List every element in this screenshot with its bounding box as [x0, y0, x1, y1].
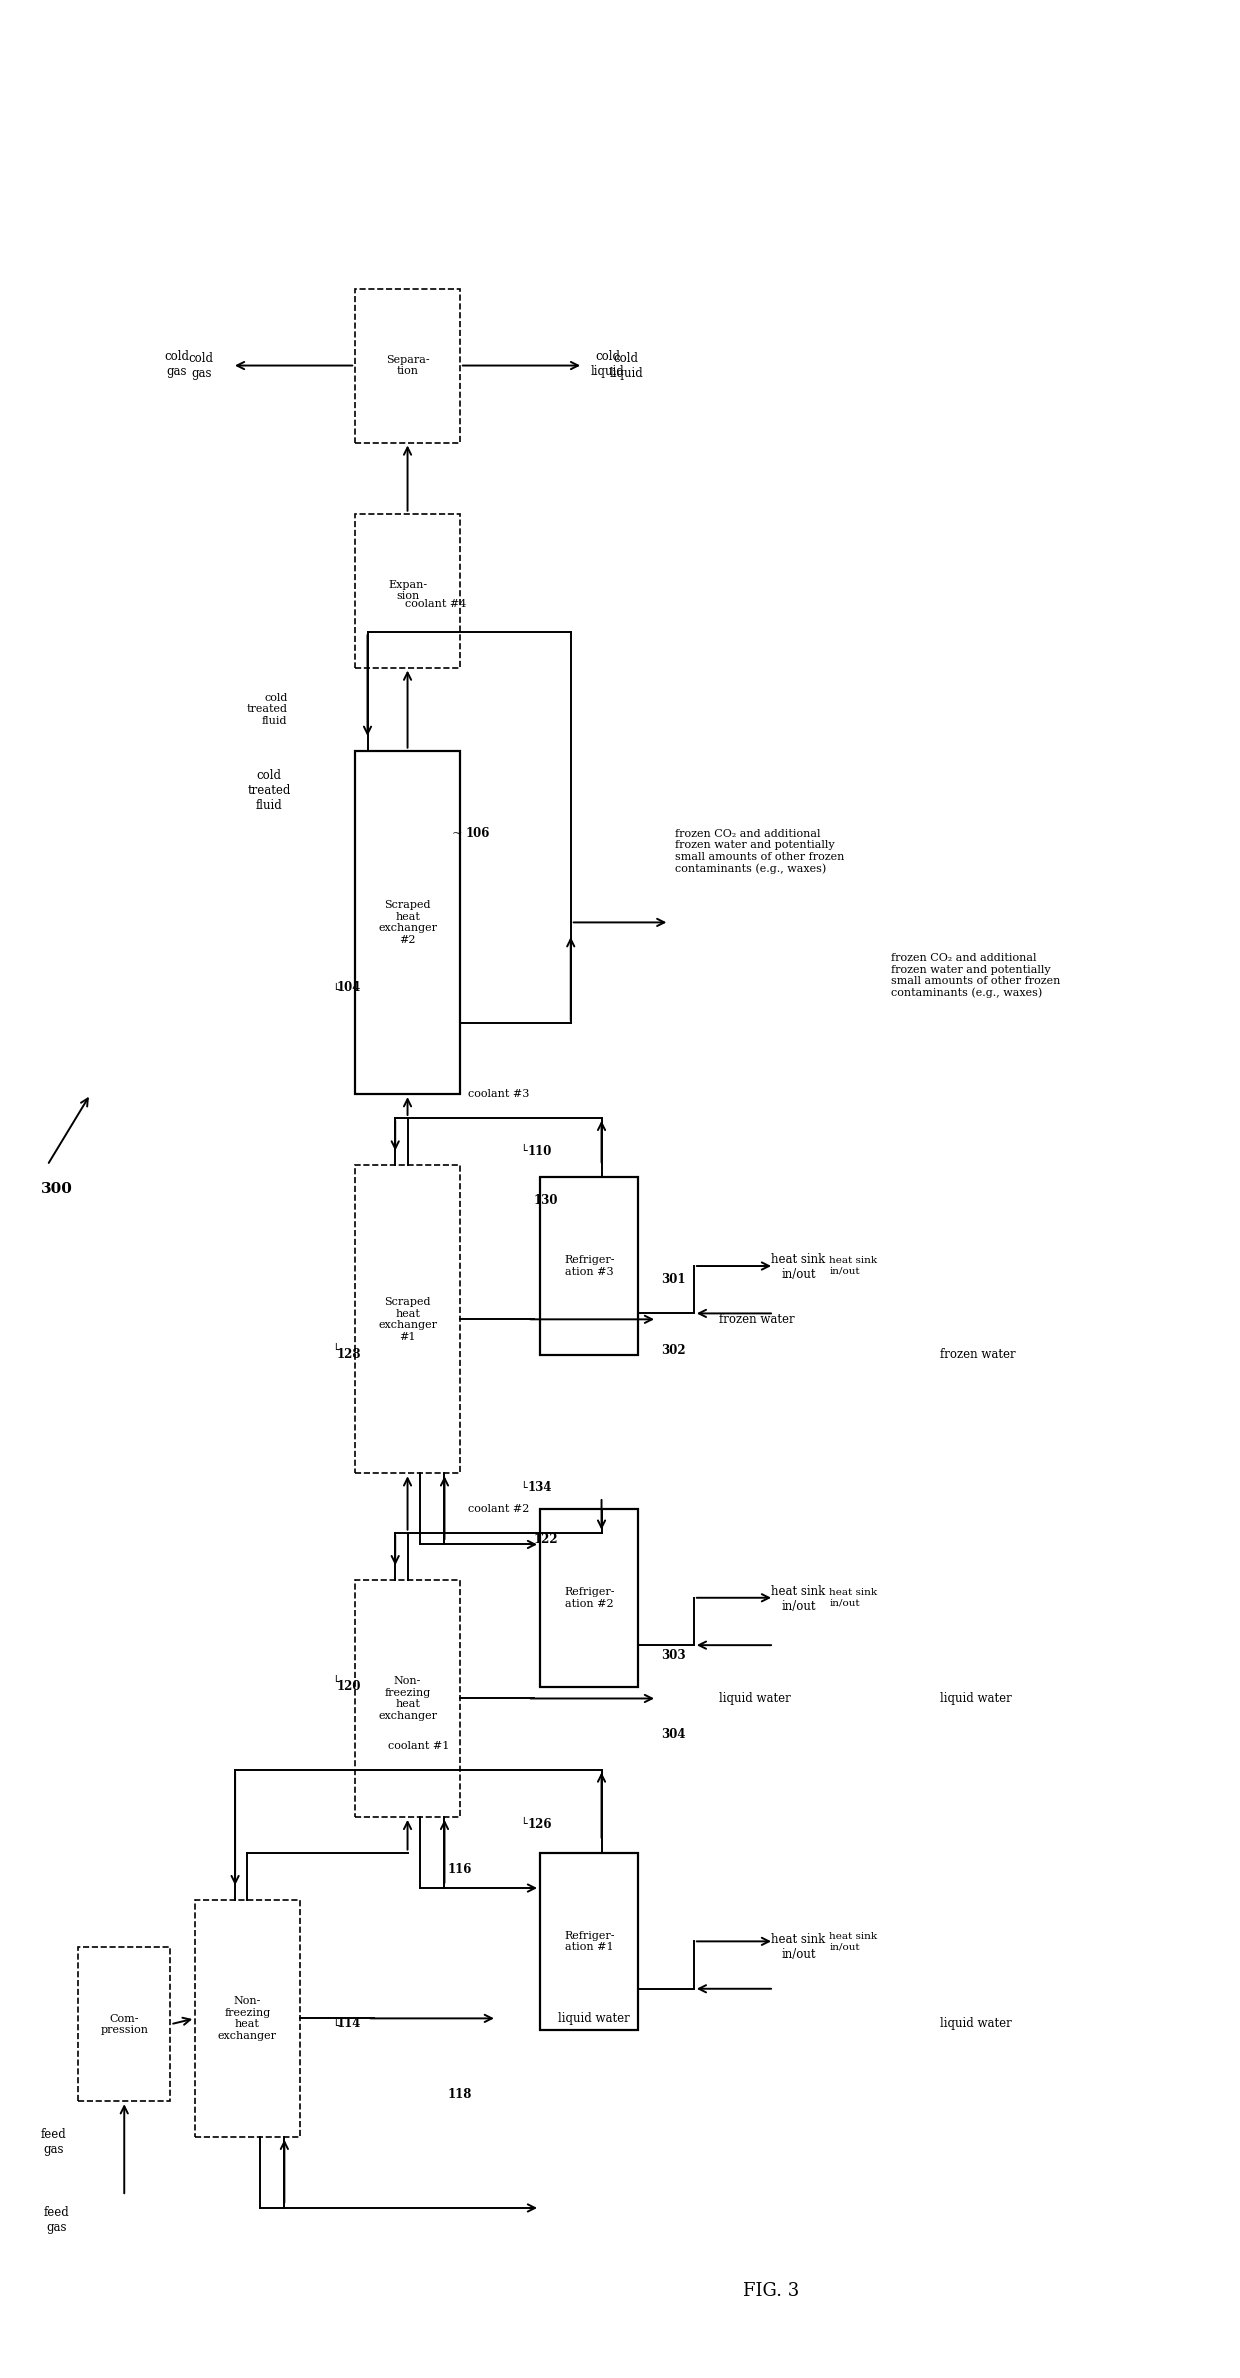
Text: cold
gas: cold gas	[164, 350, 188, 378]
Text: Refriger-
ation #1: Refriger- ation #1	[564, 1931, 615, 1952]
Text: liquid water: liquid water	[558, 2012, 630, 2026]
Bar	[355, 514, 460, 668]
Text: Non-
freezing
heat
exchanger: Non- freezing heat exchanger	[218, 1995, 277, 2040]
Bar	[355, 1579, 460, 1817]
Text: 116: 116	[448, 1862, 472, 1876]
Text: heat sink
in/out: heat sink in/out	[830, 1589, 878, 1608]
Bar	[355, 288, 460, 442]
Text: frozen water: frozen water	[940, 1348, 1016, 1360]
Text: Scraped
heat
exchanger
#2: Scraped heat exchanger #2	[378, 899, 436, 944]
Text: heat sink
in/out: heat sink in/out	[771, 1253, 826, 1282]
Text: └: └	[332, 1676, 343, 1686]
Text: cold
gas: cold gas	[188, 352, 213, 380]
Text: 301: 301	[661, 1272, 686, 1286]
Text: └: └	[332, 2021, 343, 2031]
Text: frozen water: frozen water	[718, 1313, 794, 1327]
Text: └: └	[521, 1481, 531, 1493]
Text: FIG. 3: FIG. 3	[743, 2283, 800, 2300]
Text: 126: 126	[528, 1817, 552, 1831]
Text: 302: 302	[661, 1344, 686, 1355]
Text: 104: 104	[337, 982, 361, 994]
Text: 110: 110	[528, 1144, 552, 1158]
Text: heat sink
in/out: heat sink in/out	[771, 1586, 826, 1612]
Text: heat sink
in/out: heat sink in/out	[830, 1256, 878, 1275]
Text: coolant #3: coolant #3	[467, 1089, 529, 1099]
Text: └: └	[521, 1819, 531, 1829]
Text: Separa-
tion: Separa- tion	[386, 354, 429, 376]
Bar	[539, 1510, 639, 1686]
Text: heat sink
in/out: heat sink in/out	[830, 1931, 878, 1950]
Text: 303: 303	[661, 1650, 686, 1662]
Text: 134: 134	[528, 1481, 552, 1493]
Text: Non-
freezing
heat
exchanger: Non- freezing heat exchanger	[378, 1676, 436, 1722]
Text: 130: 130	[533, 1194, 558, 1208]
Text: cold
liquid: cold liquid	[609, 352, 644, 380]
Text: cold
treated
fluid: cold treated fluid	[247, 770, 290, 813]
Text: 106: 106	[466, 828, 490, 839]
Text: frozen CO₂ and additional
frozen water and potentially
small amounts of other fr: frozen CO₂ and additional frozen water a…	[676, 828, 844, 875]
Text: Scraped
heat
exchanger
#1: Scraped heat exchanger #1	[378, 1296, 436, 1341]
Text: ~: ~	[451, 828, 463, 839]
Bar	[195, 1900, 300, 2138]
Text: feed
gas: feed gas	[41, 2128, 66, 2154]
Bar	[355, 1165, 460, 1474]
Text: liquid water: liquid water	[718, 1693, 790, 1705]
Text: frozen CO₂ and additional
frozen water and potentially
small amounts of other fr: frozen CO₂ and additional frozen water a…	[892, 954, 1060, 999]
Text: 120: 120	[337, 1681, 361, 1693]
Bar	[539, 1177, 639, 1355]
Text: └: └	[521, 1146, 531, 1156]
Text: Com-
pression: Com- pression	[100, 2014, 149, 2036]
Text: 304: 304	[661, 1726, 686, 1741]
Text: Refriger-
ation #2: Refriger- ation #2	[564, 1586, 615, 1608]
Text: coolant #1: coolant #1	[388, 1741, 449, 1750]
Text: coolant #4: coolant #4	[404, 599, 466, 609]
Text: 300: 300	[41, 1182, 73, 1196]
Text: └: └	[332, 984, 343, 994]
Text: cold
treated
fluid: cold treated fluid	[247, 692, 288, 725]
Bar	[78, 1948, 170, 2102]
Bar	[355, 751, 460, 1094]
Text: liquid water: liquid water	[940, 1693, 1012, 1705]
Text: feed
gas: feed gas	[43, 2207, 69, 2233]
Bar	[539, 1852, 639, 2031]
Text: 118: 118	[448, 2088, 472, 2100]
Text: liquid water: liquid water	[940, 2017, 1012, 2028]
Text: coolant #2: coolant #2	[467, 1503, 529, 1515]
Text: Expan-
sion: Expan- sion	[388, 580, 427, 602]
Text: Refriger-
ation #3: Refriger- ation #3	[564, 1256, 615, 1277]
Text: cold
liquid: cold liquid	[590, 350, 625, 378]
Text: 114: 114	[337, 2017, 361, 2028]
Text: 122: 122	[533, 1534, 558, 1546]
Text: └: └	[332, 1346, 343, 1355]
Text: 128: 128	[337, 1348, 361, 1360]
Text: heat sink
in/out: heat sink in/out	[771, 1933, 826, 1962]
